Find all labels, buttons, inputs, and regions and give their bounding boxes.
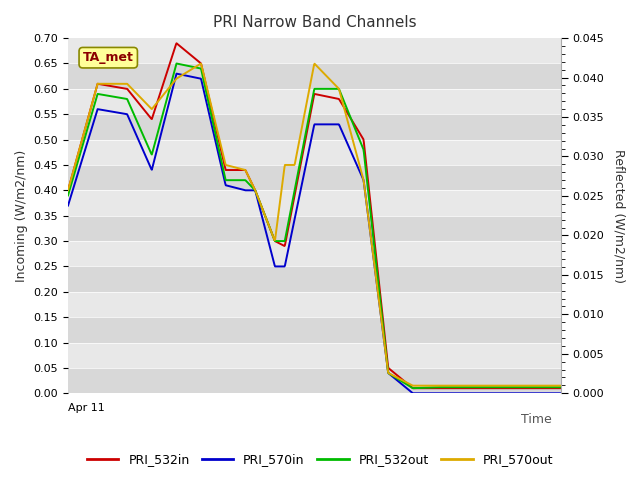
- PRI_532out: [449, 384, 457, 390]
- PRI_532out: [458, 384, 466, 390]
- PRI_532in: [282, 240, 289, 245]
- Text: TA_met: TA_met: [83, 51, 134, 64]
- PRI_570out: [449, 383, 457, 388]
- PRI_570in: [449, 390, 457, 396]
- Y-axis label: Incoming (W/m2/nm): Incoming (W/m2/nm): [15, 150, 28, 282]
- PRI_570in: [173, 71, 180, 76]
- PRI_532out: [557, 384, 564, 390]
- X-axis label: Time: Time: [520, 413, 551, 426]
- Bar: [68, 343, 561, 368]
- PRI_570in: [403, 385, 411, 391]
- Legend: PRI_532in, PRI_570in, PRI_532out, PRI_570out: PRI_532in, PRI_570in, PRI_532out, PRI_57…: [82, 448, 558, 471]
- Bar: [68, 368, 561, 393]
- Line: PRI_532out: PRI_532out: [68, 63, 561, 388]
- Bar: [68, 241, 561, 266]
- PRI_532out: [282, 235, 289, 240]
- Bar: [68, 191, 561, 216]
- Line: PRI_570in: PRI_570in: [68, 73, 561, 393]
- PRI_570out: [264, 220, 271, 226]
- Bar: [68, 140, 561, 165]
- PRI_570out: [282, 162, 289, 168]
- Bar: [68, 292, 561, 317]
- Bar: [68, 165, 561, 191]
- PRI_570in: [64, 203, 72, 208]
- PRI_570in: [264, 236, 271, 241]
- Bar: [68, 89, 561, 114]
- PRI_532out: [264, 220, 271, 226]
- PRI_570in: [282, 260, 289, 266]
- PRI_532in: [410, 385, 417, 391]
- Bar: [68, 114, 561, 140]
- PRI_532in: [449, 385, 457, 391]
- Line: PRI_532in: PRI_532in: [68, 43, 561, 388]
- Line: PRI_570out: PRI_570out: [68, 64, 561, 385]
- PRI_570out: [557, 383, 564, 388]
- PRI_532out: [403, 382, 411, 387]
- PRI_570in: [115, 110, 122, 116]
- PRI_532in: [264, 220, 271, 226]
- Title: PRI Narrow Band Channels: PRI Narrow Band Channels: [212, 15, 416, 30]
- PRI_570out: [458, 383, 466, 388]
- PRI_532in: [115, 84, 122, 90]
- PRI_570out: [197, 61, 205, 67]
- PRI_570in: [458, 390, 466, 396]
- Bar: [68, 266, 561, 292]
- Bar: [68, 216, 561, 241]
- PRI_532in: [458, 385, 466, 391]
- PRI_570out: [64, 188, 72, 193]
- PRI_570out: [403, 380, 411, 385]
- PRI_570out: [115, 81, 122, 87]
- PRI_532out: [64, 192, 72, 198]
- PRI_570in: [410, 390, 417, 396]
- PRI_532out: [410, 385, 417, 391]
- Bar: [68, 63, 561, 89]
- PRI_532in: [173, 40, 180, 46]
- PRI_570out: [410, 383, 417, 388]
- Bar: [68, 317, 561, 343]
- PRI_532out: [173, 60, 180, 66]
- PRI_532in: [403, 380, 411, 386]
- PRI_532in: [64, 188, 72, 193]
- PRI_570in: [557, 390, 564, 396]
- PRI_532out: [115, 95, 122, 100]
- PRI_532in: [557, 385, 564, 391]
- Y-axis label: Reflected (W/m2/nm): Reflected (W/m2/nm): [612, 149, 625, 283]
